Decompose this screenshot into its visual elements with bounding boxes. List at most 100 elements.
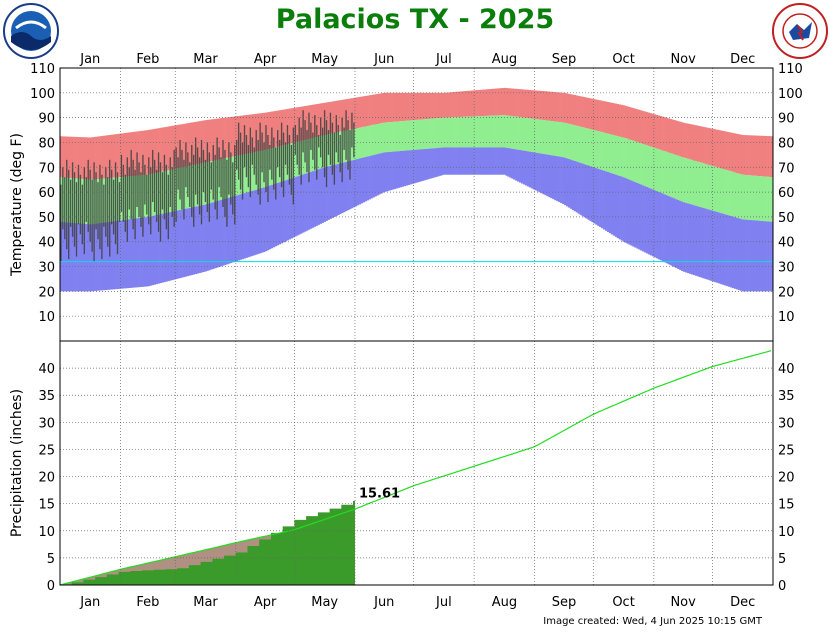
record-low-band-bar: [413, 149, 416, 184]
record-high-band-bar: [761, 135, 764, 177]
record-high-band-bar: [581, 96, 584, 128]
record-high-band-bar: [769, 136, 772, 177]
record-low-band-bar: [683, 202, 686, 272]
normal-range-band-bar: [718, 167, 721, 213]
record-low-band-bar: [462, 147, 465, 175]
precipitation-tick-left: 35: [38, 389, 55, 404]
normal-range-band-bar: [565, 123, 569, 159]
record-high-band-bar: [85, 137, 88, 180]
record-high-band-bar: [65, 136, 69, 178]
record-low-band-bar: [517, 149, 520, 182]
normal-range-band-bar: [474, 116, 477, 148]
record-low-band-bar: [515, 149, 518, 181]
record-high-band-bar: [731, 132, 735, 172]
normal-range-band-bar: [689, 159, 692, 205]
normal-range-band-bar: [599, 131, 602, 170]
record-high-band-bar: [673, 120, 676, 155]
record-low-band-bar: [474, 147, 477, 175]
record-low-band-bar: [485, 147, 489, 175]
record-low-band-bar: [769, 221, 772, 292]
record-low-band-bar: [292, 177, 295, 238]
normal-range-band-bar: [560, 122, 563, 157]
observed-temperature-bar: [278, 139, 281, 178]
record-high-band-bar: [214, 118, 217, 161]
normal-range-band-bar: [661, 150, 664, 194]
record-high-band-bar: [222, 117, 225, 159]
record-high-band-bar: [601, 100, 604, 133]
record-low-band-bar: [571, 160, 575, 210]
temperature-tick-left: 90: [38, 112, 55, 127]
record-low-band-bar: [177, 210, 180, 279]
record-low-band-bar: [661, 193, 664, 262]
record-high-band-bar: [110, 134, 114, 178]
observed-temperature-bar: [243, 125, 246, 168]
record-high-band-bar: [540, 90, 543, 120]
record-high-band-bar: [593, 99, 596, 131]
record-low-band-bar: [124, 219, 127, 289]
record-high-band-bar: [630, 107, 633, 141]
record-low-band-bar: [362, 157, 366, 203]
record-low-band-bar: [622, 177, 625, 242]
record-low-band-bar: [331, 165, 334, 218]
record-high-band-bar: [583, 97, 586, 128]
normal-range-band-bar: [771, 177, 774, 222]
record-low-band-bar: [343, 162, 346, 213]
month-label-bottom: Jan: [79, 595, 100, 610]
observed-temperature-bar: [71, 162, 74, 237]
record-low-band-bar: [546, 154, 549, 197]
normal-range-band-bar: [470, 116, 473, 148]
observed-temperature-bar: [179, 139, 181, 200]
record-low-band-bar: [487, 147, 491, 175]
observed-temperature-bar: [312, 132, 314, 160]
record-high-band-bar: [167, 126, 170, 171]
normal-range-band-bar: [655, 148, 659, 192]
record-low-band-bar: [323, 167, 326, 222]
normal-range-band-bar: [743, 174, 746, 220]
record-high-band-bar: [591, 98, 594, 130]
observed-temperature-bar: [271, 127, 273, 180]
record-low-band-bar: [696, 206, 700, 277]
record-low-band-bar: [143, 217, 147, 287]
month-label-top: Aug: [492, 52, 517, 67]
record-high-band-bar: [349, 98, 352, 130]
record-low-band-bar: [556, 156, 559, 202]
observed-temperature-bar: [69, 179, 72, 227]
record-low-band-bar: [626, 178, 629, 244]
record-low-band-bar: [585, 164, 588, 219]
record-low-band-bar: [169, 212, 172, 281]
record-low-band-bar: [186, 208, 190, 277]
record-high-band-bar: [353, 97, 356, 129]
record-low-band-bar: [83, 223, 86, 292]
record-low-band-bar: [370, 155, 373, 199]
record-high-band-bar: [542, 91, 545, 121]
observed-temperature-bar: [167, 174, 169, 240]
observed-temperature-bar: [183, 159, 185, 220]
record-high-band-bar: [374, 94, 377, 125]
observed-temperature-bar: [140, 172, 142, 227]
record-high-band-bar: [657, 115, 661, 150]
normal-range-band-bar: [542, 120, 545, 154]
observed-temperature-bar: [222, 139, 224, 207]
temperature-tick-left: 60: [38, 186, 55, 201]
record-low-band-bar: [397, 151, 401, 188]
record-low-band-bar: [689, 204, 692, 274]
record-high-band-bar: [204, 120, 207, 163]
record-low-band-bar: [241, 193, 244, 260]
normal-range-band-bar: [540, 119, 543, 154]
normal-range-band-bar: [243, 154, 246, 194]
observed-temperature-bar: [66, 159, 68, 250]
record-low-band-bar: [409, 150, 412, 185]
observed-temperature-bar: [228, 142, 230, 195]
record-high-band-bar: [626, 106, 629, 139]
normal-range-band-bar: [358, 127, 362, 159]
record-high-band-bar: [106, 135, 110, 179]
normal-range-band-bar: [421, 119, 424, 150]
record-low-band-bar: [407, 150, 410, 185]
record-high-band-bar: [505, 88, 508, 116]
normal-range-band-bar: [692, 160, 696, 206]
record-low-band-bar: [437, 147, 440, 177]
record-high-band-bar: [425, 92, 428, 120]
record-low-band-bar: [610, 173, 614, 235]
record-low-band-bar: [448, 147, 451, 175]
precipitation-tick-right: 5: [778, 552, 786, 567]
